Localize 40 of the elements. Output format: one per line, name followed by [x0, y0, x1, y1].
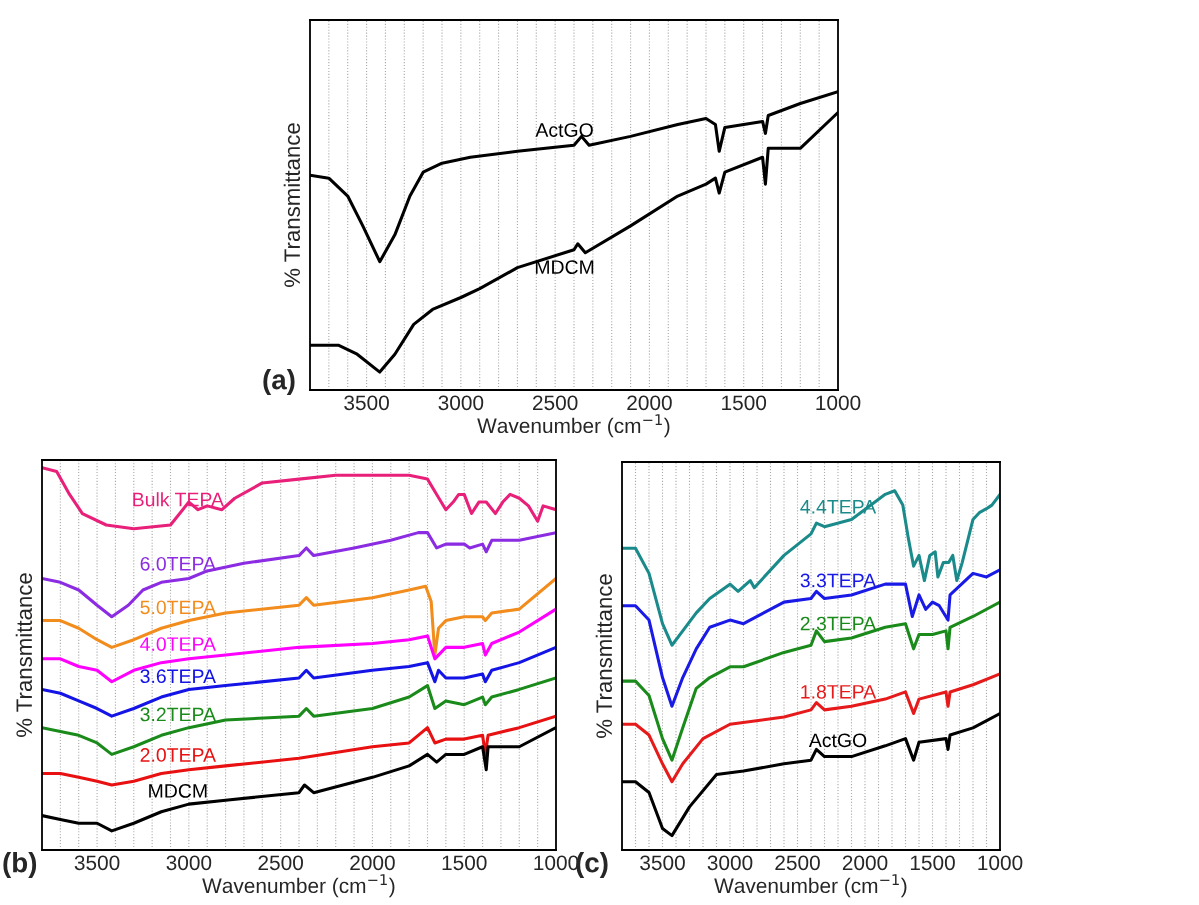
x-tick-label: 1500 [722, 395, 767, 411]
x-axis-title: Wavenumber (cm$^{−1}$) [714, 874, 907, 898]
y-axis-title: % Transmittance [595, 574, 613, 738]
x-tick-label: 3000 [438, 395, 484, 411]
text: (a) [263, 369, 295, 395]
x-tick-label: 1000 [816, 395, 861, 411]
x-tick-label: 2000 [350, 855, 395, 871]
x-tick-label: 2000 [842, 855, 888, 871]
x-tick-label: 3500 [74, 855, 120, 871]
x-tick-label: 3000 [707, 855, 753, 871]
series-label: 4.0TEPA [140, 637, 216, 651]
series-label: MDCM [535, 260, 594, 274]
series-label: 2.0TEPA [140, 748, 216, 762]
x-tick-label: 1500 [910, 855, 955, 871]
series-label: 2.3TEPA [800, 616, 877, 631]
y-axis-title: % Transmittance [283, 123, 301, 287]
x-tick-label: 3500 [640, 855, 685, 871]
x-tick-label: 2000 [627, 395, 672, 411]
x-axis-title: Wavenumber (cm$^{−1}$) [477, 414, 670, 438]
x-tick-label: 2500 [533, 395, 578, 411]
series-label: 3.6TEPA [140, 669, 216, 684]
text: (b) [3, 852, 37, 878]
x-tick-label: 3000 [166, 855, 212, 871]
series-label: 3.2TEPA [140, 707, 216, 722]
series-label: MDCM [149, 784, 207, 798]
x-tick-label: 1500 [442, 855, 487, 871]
text: (c) [576, 852, 608, 878]
x-tick-label: 1000 [534, 855, 579, 871]
series-label: 6.0TEPA [140, 556, 216, 571]
series-label: 3.3TEPA [800, 573, 877, 588]
y-axis-title: % Transmittance [15, 573, 33, 737]
x-axis-title: Wavenumber (cm$^{−1}$) [202, 874, 395, 898]
series-label: 1.8TEPA [801, 684, 877, 699]
x-tick-label: 1000 [978, 855, 1023, 871]
series-label: ActGO [808, 733, 867, 748]
series-label: ActGO [535, 123, 593, 137]
x-tick-label: 2500 [258, 855, 303, 871]
series-label: 5.0TEPA [140, 600, 216, 615]
x-tick-label: 2500 [775, 855, 820, 871]
x-tick-label: 3500 [344, 395, 389, 411]
